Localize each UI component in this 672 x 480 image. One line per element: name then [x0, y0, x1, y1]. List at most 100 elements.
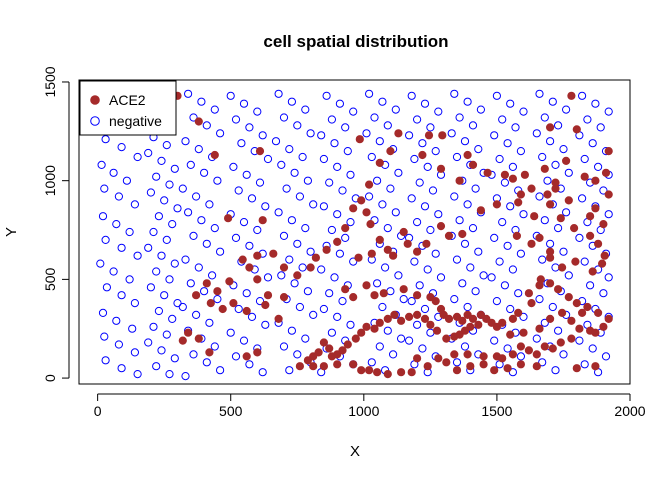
negative-point: [152, 172, 161, 181]
negative-point: [165, 275, 174, 284]
ace2-point: [520, 170, 530, 179]
negative-point: [346, 218, 355, 227]
negative-point: [205, 200, 214, 209]
negative-point: [580, 360, 589, 369]
negative-point: [373, 176, 382, 185]
ace2-point: [540, 342, 549, 351]
ace2-point: [436, 222, 446, 231]
ace2-point: [546, 279, 555, 288]
negative-point: [154, 306, 163, 316]
negative-point: [274, 89, 283, 98]
ace2-point: [532, 350, 541, 359]
negative-point: [298, 152, 307, 162]
ace2-point: [431, 297, 440, 306]
ace2-point: [258, 216, 267, 225]
ace2-point: [468, 160, 478, 169]
negative-point: [303, 287, 312, 296]
negative-point: [162, 235, 171, 244]
negative-point: [184, 208, 193, 217]
negative-point: [173, 204, 182, 213]
negative-point: [516, 352, 526, 361]
ace2-point: [483, 168, 492, 177]
ace2-point: [325, 344, 334, 353]
negative-point: [258, 368, 267, 377]
ace2-point: [379, 289, 388, 298]
negative-point: [247, 194, 257, 203]
negative-point: [333, 312, 342, 321]
negative-point: [130, 348, 139, 357]
ace2-point: [362, 322, 371, 331]
negative-point: [325, 178, 334, 187]
negative-point: [450, 89, 459, 98]
negative-point: [452, 358, 462, 367]
ace2-point: [178, 336, 187, 345]
negative-point: [407, 91, 416, 100]
ace2-point: [263, 291, 273, 300]
ace2-point: [460, 326, 470, 335]
negative-point: [170, 354, 179, 363]
ace2-point: [535, 281, 544, 290]
negative-point: [112, 220, 121, 229]
negative-point: [287, 216, 296, 225]
ace2-point: [375, 318, 384, 327]
ace2-point: [349, 360, 358, 369]
negative-point: [508, 265, 518, 274]
ace2-point: [253, 275, 262, 284]
negative-point: [301, 105, 310, 114]
ace2-point: [357, 328, 366, 337]
negative-point: [554, 224, 563, 233]
negative-point: [383, 326, 392, 335]
negative-point: [519, 312, 528, 321]
ace2-point: [413, 247, 422, 256]
ace2-point: [238, 255, 247, 264]
negative-point: [101, 235, 110, 244]
negative-point: [468, 224, 478, 233]
negative-point: [271, 137, 281, 146]
negative-point: [418, 139, 427, 148]
negative-point: [261, 320, 270, 329]
ace2-point: [255, 147, 265, 156]
negative-point: [471, 287, 480, 296]
ace2-point: [591, 204, 600, 213]
ace2-point: [355, 135, 364, 144]
ace2-point: [269, 249, 278, 258]
negative-point: [242, 170, 251, 179]
ace2-point: [468, 314, 478, 323]
negative-point: [378, 97, 387, 106]
negative-point: [500, 178, 509, 187]
ace2-point: [455, 176, 464, 185]
negative-point: [386, 184, 395, 193]
negative-point: [538, 152, 547, 162]
ace2-point: [564, 196, 573, 205]
negative-point: [333, 210, 342, 219]
ace2-point: [229, 299, 238, 308]
negative-point: [375, 342, 384, 351]
ace2-point: [516, 360, 526, 369]
negative-point: [239, 336, 249, 345]
y-tick-label: 1000: [42, 165, 58, 196]
x-tick-label: 2000: [614, 403, 645, 419]
negative-point: [423, 162, 432, 171]
negative-point: [168, 220, 177, 229]
negative-point: [554, 121, 563, 130]
negative-point: [405, 336, 414, 345]
ace2-point: [349, 293, 358, 302]
negative-point: [420, 202, 430, 211]
ace2-point: [594, 239, 603, 248]
negative-point: [599, 186, 608, 195]
negative-point: [101, 356, 110, 365]
negative-point: [333, 162, 342, 171]
ace2-point: [333, 360, 342, 369]
ace2-point: [479, 352, 488, 361]
negative-point: [282, 184, 291, 193]
negative-point: [594, 162, 603, 171]
negative-point: [391, 105, 400, 114]
negative-point: [373, 279, 382, 288]
legend-box: [79, 80, 177, 136]
ace2-point: [532, 362, 541, 371]
ace2-point: [458, 229, 467, 239]
ace2-point: [450, 332, 459, 341]
negative-point: [474, 247, 483, 256]
ace2-point: [333, 237, 342, 246]
ace2-point: [426, 293, 435, 302]
